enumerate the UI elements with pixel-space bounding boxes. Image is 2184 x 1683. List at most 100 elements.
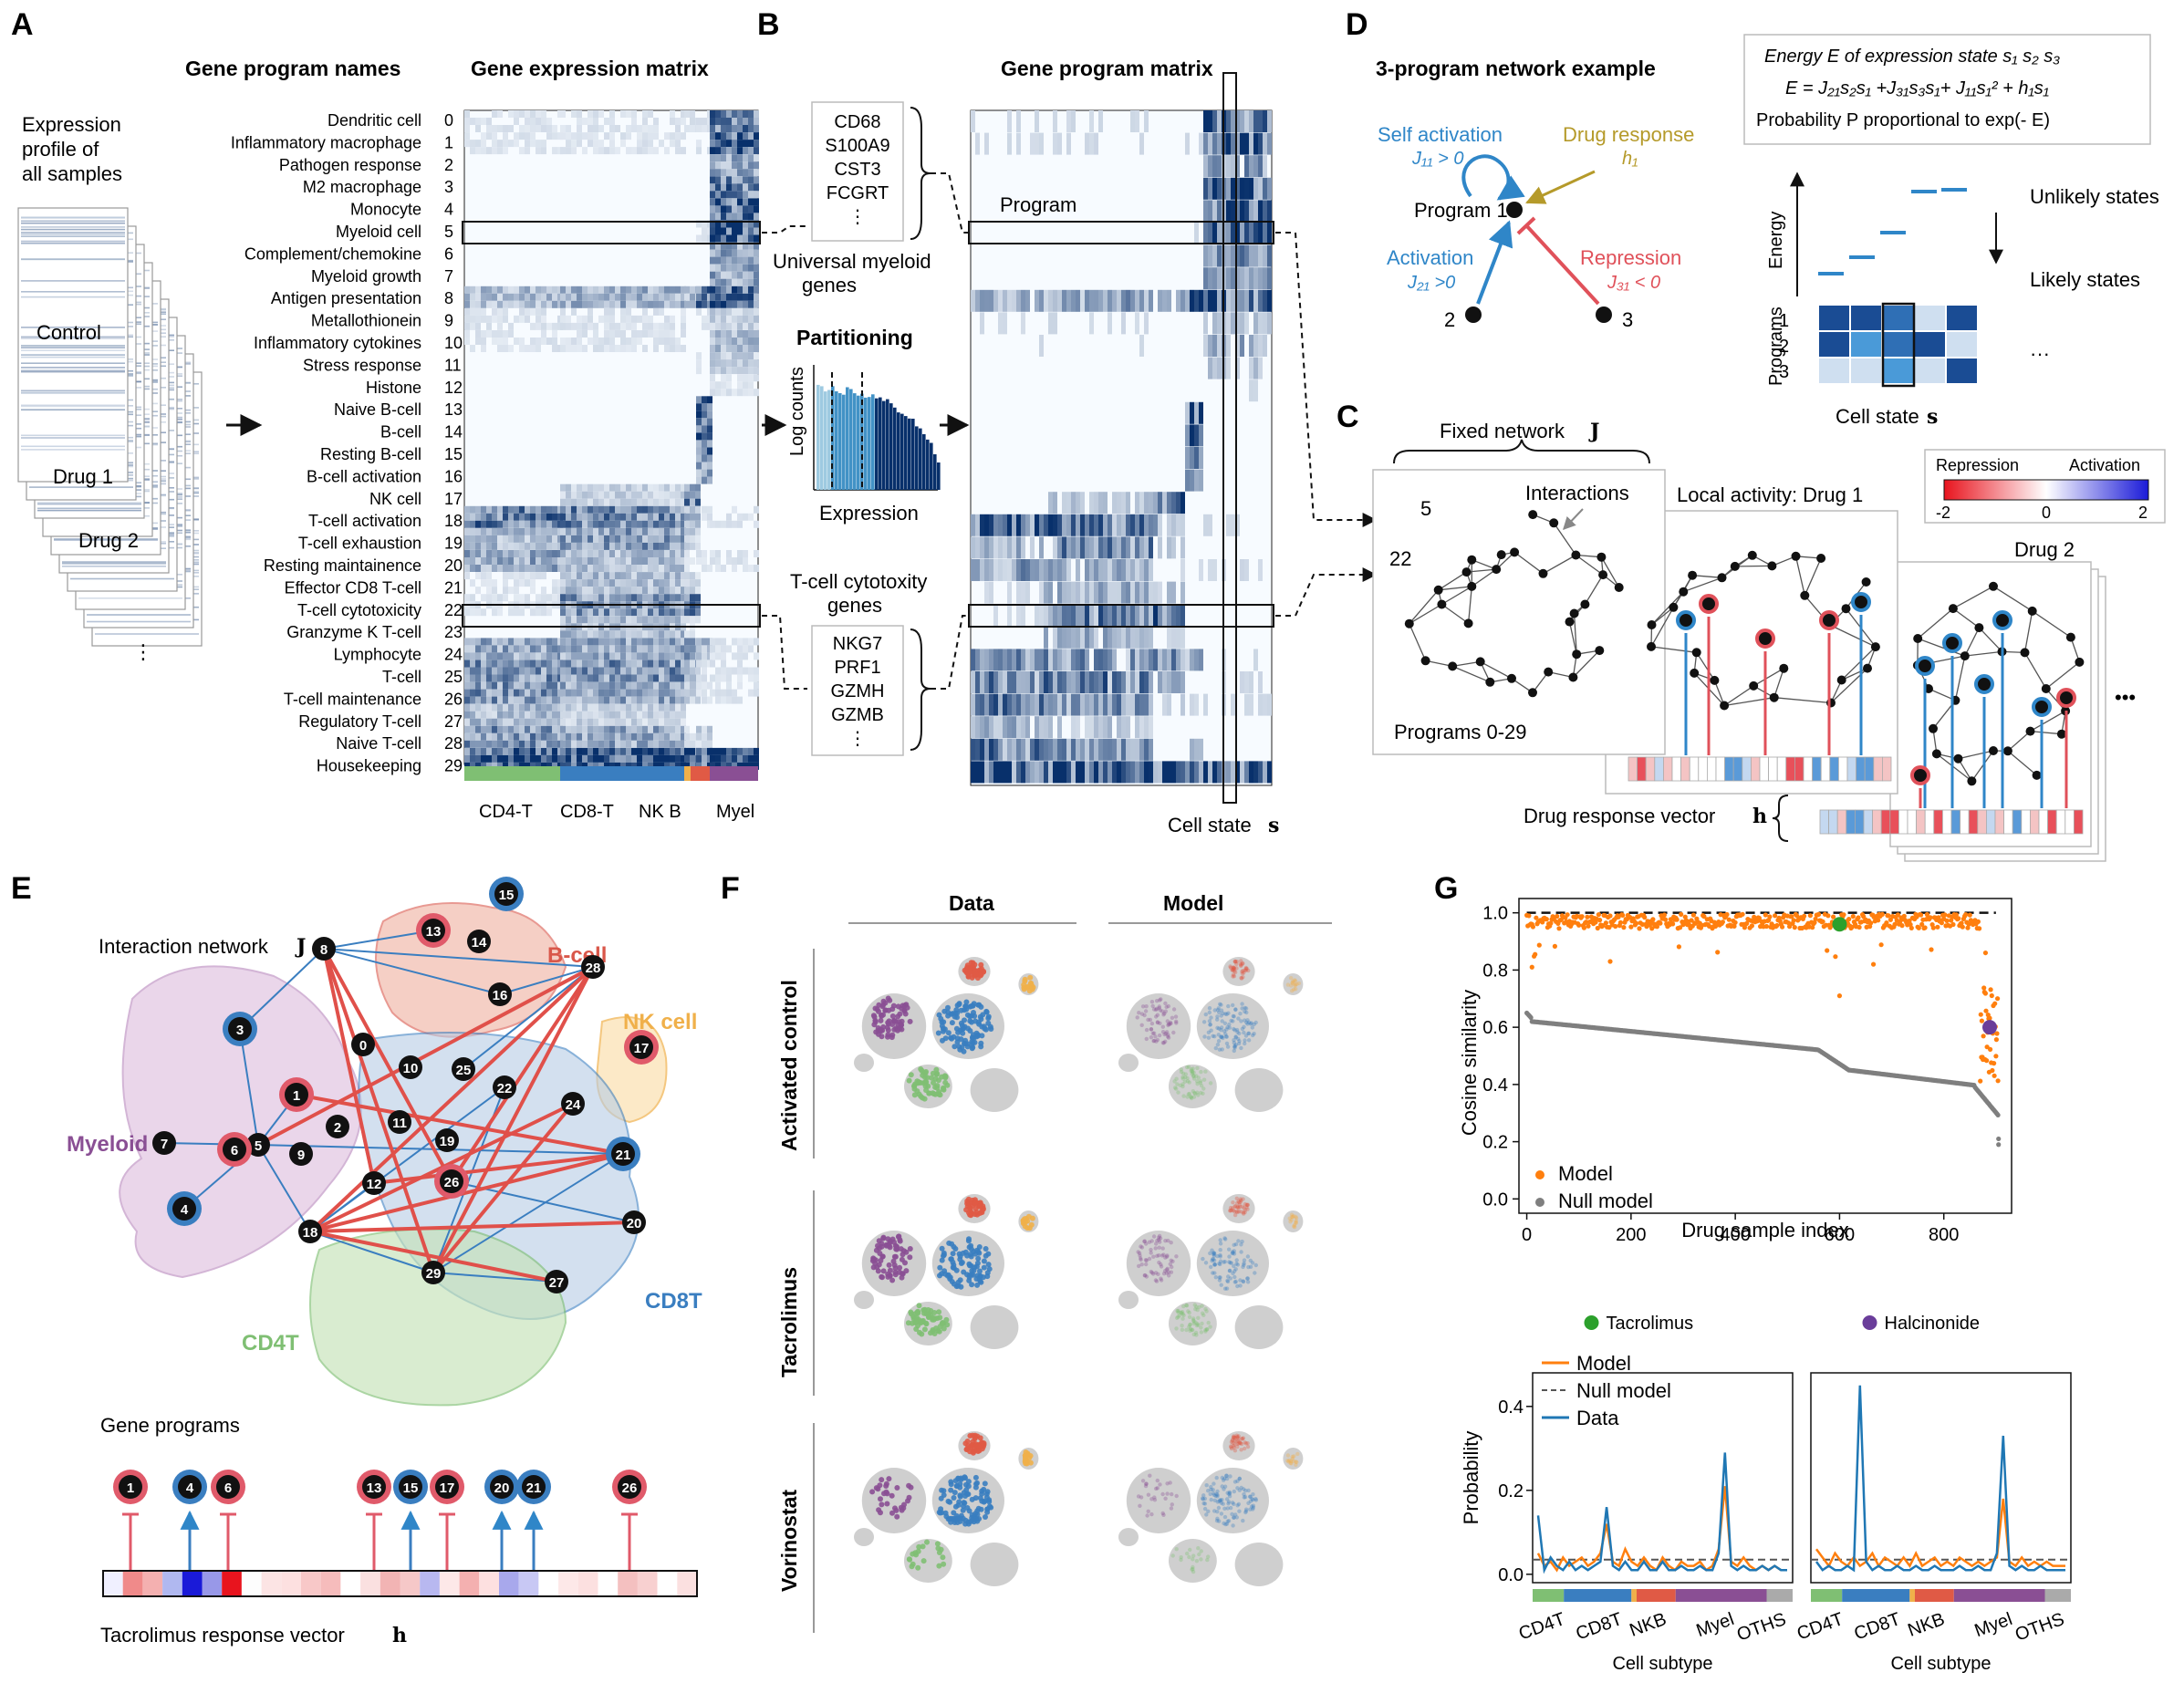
matrix-cell (508, 732, 514, 741)
matrix-cell (536, 307, 541, 316)
program-name: NK cell (369, 490, 421, 508)
matrix-cell (514, 703, 519, 712)
sheet-stripe (21, 367, 125, 369)
matrix-cell (670, 667, 675, 675)
response-vector-cell (301, 1571, 321, 1596)
matrix-cell (675, 498, 681, 506)
matrix-cell (715, 110, 721, 118)
matrix-cell (715, 140, 721, 148)
matrix-cell (615, 689, 620, 697)
program-cell (1194, 424, 1199, 447)
umap-point (879, 1003, 886, 1010)
matrix-cell (541, 147, 546, 155)
matrix-cell (681, 542, 686, 550)
matrix-cell (743, 381, 748, 390)
matrix-cell (637, 557, 642, 565)
program-cell (1021, 312, 1025, 335)
celltype-bar (710, 766, 758, 781)
matrix-cell (497, 345, 503, 352)
matrix-cell (546, 703, 552, 712)
program-cell (1135, 312, 1139, 335)
matrix-cell (593, 696, 598, 704)
colorbar-activation: Activation (2069, 456, 2140, 474)
matrix-cell (470, 645, 475, 653)
matrix-cell (659, 565, 664, 572)
matrix-cell (552, 762, 557, 770)
sheet-stripe (62, 566, 166, 567)
program-cell (1021, 514, 1025, 536)
matrix-cell (726, 747, 732, 755)
matrix-cell (702, 550, 707, 557)
matrix-cell (486, 132, 492, 140)
matrix-cell (571, 725, 577, 733)
matrix-cell (721, 293, 726, 301)
program-cell (1212, 155, 1217, 178)
program-index: 3 (444, 178, 453, 196)
matrix-cell (715, 234, 721, 243)
program-cell (1066, 626, 1071, 649)
program-cell (1012, 289, 1016, 312)
matrix-cell (492, 732, 497, 741)
matrix-cell (566, 520, 571, 528)
matrix-cell (726, 520, 732, 528)
matrix-cell (508, 286, 514, 294)
program-cell (1108, 671, 1112, 693)
matrix-cell (588, 572, 593, 580)
matrix-cell (519, 315, 525, 323)
matrix-cell (577, 345, 582, 352)
matrix-cell (546, 125, 552, 132)
program-index: 5 (444, 223, 453, 241)
matrix-cell (696, 432, 702, 441)
matrix-cell (715, 125, 721, 132)
matrix-cell (620, 140, 626, 148)
matrix-cell (508, 345, 514, 352)
matrix-cell (620, 703, 626, 712)
program-cell (1190, 649, 1194, 671)
matrix-cell (546, 550, 552, 557)
program-name: Housekeeping (317, 757, 421, 775)
interaction-network-J: J (295, 935, 306, 959)
matrix-cell (653, 550, 659, 557)
network-node-14 (467, 930, 491, 953)
matrix-cell (508, 513, 514, 521)
matrix-cell (648, 703, 653, 712)
matrix-cell (659, 645, 664, 653)
hist-bar (857, 395, 860, 490)
matrix-cell (664, 703, 670, 712)
program-cell (1117, 581, 1121, 604)
network-node-7 (152, 1131, 176, 1155)
network-node-28 (581, 955, 605, 979)
drug-vector-cell (2047, 809, 2057, 835)
matrix-cell (748, 176, 754, 184)
program-cell (1130, 559, 1135, 581)
matrix-cell (664, 616, 670, 624)
program-cell (1025, 581, 1030, 604)
matrix-cell (715, 762, 721, 770)
matrix-cell (604, 711, 609, 719)
matrix-cell (530, 527, 536, 535)
program-cell (1007, 693, 1012, 716)
matrix-cell (525, 118, 530, 125)
matrix-cell (637, 565, 642, 572)
matrix-cell (470, 740, 475, 748)
program-cell (1180, 649, 1185, 671)
program-cell (1117, 559, 1121, 581)
matrix-cell (566, 140, 571, 148)
program-cell (1089, 604, 1094, 627)
matrix-cell (620, 718, 626, 726)
matrix-cell (684, 667, 690, 675)
matrix-cell (631, 703, 637, 712)
matrix-cell (702, 513, 707, 521)
matrix-cell (475, 147, 481, 155)
matrix-cell (582, 557, 588, 565)
matrix-cell (598, 557, 604, 565)
matrix-cell (631, 732, 637, 741)
matrix-cell (571, 542, 577, 550)
matrix-cell (696, 681, 702, 690)
matrix-cell (577, 520, 582, 528)
matrix-cell (702, 667, 707, 675)
matrix-cell (530, 132, 536, 140)
matrix-cell (754, 565, 759, 572)
matrix-cell (566, 535, 571, 543)
network-node-label: 3 (236, 1023, 244, 1038)
